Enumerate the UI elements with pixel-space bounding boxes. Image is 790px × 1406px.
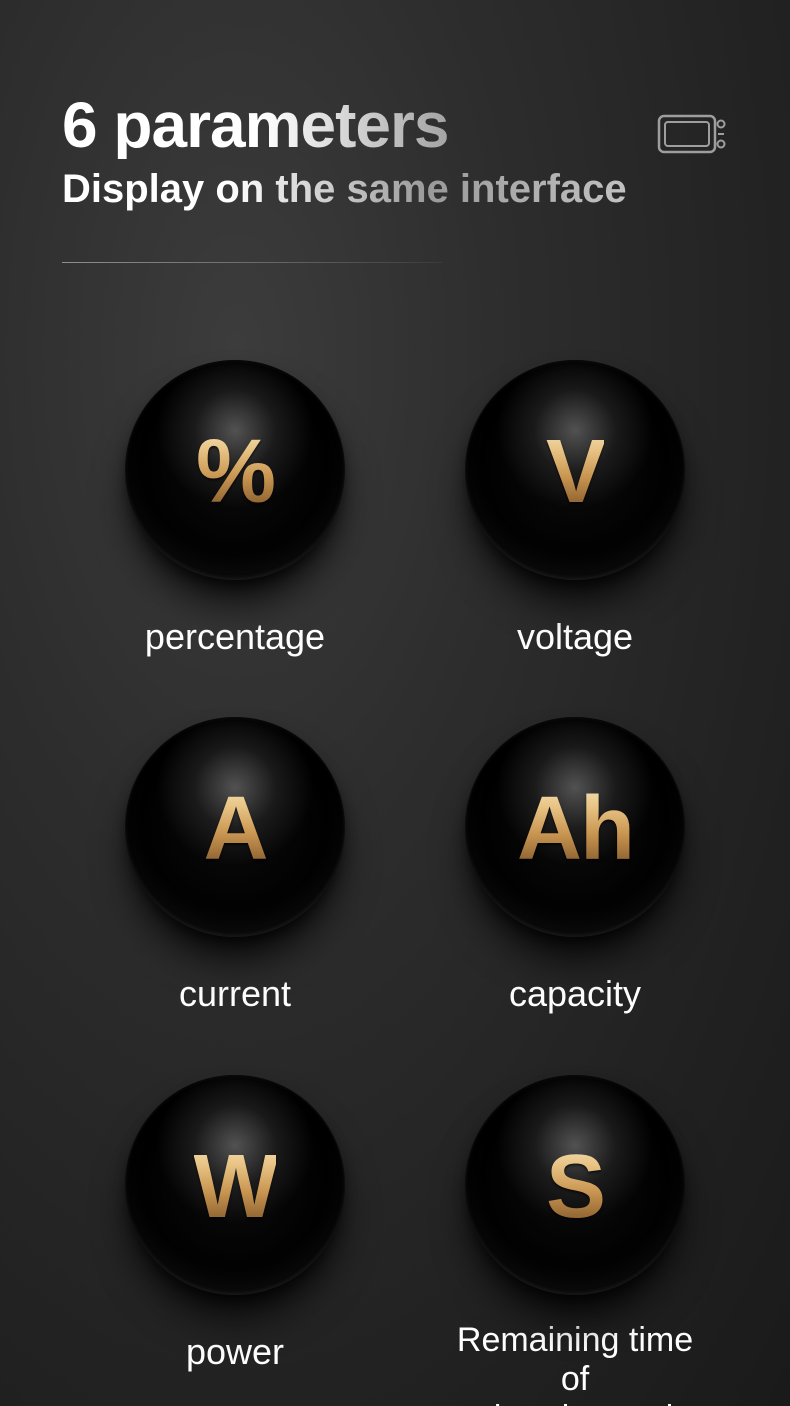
page-subtitle: Display on the same interface xyxy=(62,167,728,212)
parameter-grid: % percentage V voltage A current Ah capa… xyxy=(0,360,790,1406)
parameter-label: Remaining time of charging and dischargi… xyxy=(450,1321,700,1406)
parameter-symbol: W xyxy=(194,1142,277,1232)
parameter-label: percentage xyxy=(145,616,325,657)
parameter-symbol: S xyxy=(546,1142,604,1232)
parameter-symbol: % xyxy=(196,427,274,517)
parameter-disc: Ah xyxy=(465,717,685,937)
parameter-disc: W xyxy=(125,1075,345,1295)
page-title: 6 parameters xyxy=(62,92,728,159)
parameter-disc: S xyxy=(465,1075,685,1295)
parameter-current: A current xyxy=(110,717,360,1014)
parameter-symbol: A xyxy=(204,784,267,874)
parameter-symbol: Ah xyxy=(517,784,633,874)
parameter-voltage: V voltage xyxy=(450,360,700,657)
parameter-symbol: V xyxy=(546,427,604,517)
parameter-capacity: Ah capacity xyxy=(450,717,700,1014)
parameter-disc: A xyxy=(125,717,345,937)
parameter-disc: V xyxy=(465,360,685,580)
header: 6 parameters Display on the same interfa… xyxy=(62,92,728,263)
parameter-percentage: % percentage xyxy=(110,360,360,657)
header-divider xyxy=(62,262,442,263)
parameter-label: power xyxy=(186,1331,284,1372)
parameter-label: capacity xyxy=(509,973,641,1014)
device-display-icon xyxy=(656,110,728,158)
parameter-disc: % xyxy=(125,360,345,580)
parameter-power: W power xyxy=(110,1075,360,1406)
parameter-label: current xyxy=(179,973,291,1014)
parameter-remaining-time: S Remaining time of charging and dischar… xyxy=(450,1075,700,1406)
parameter-label: voltage xyxy=(517,616,633,657)
